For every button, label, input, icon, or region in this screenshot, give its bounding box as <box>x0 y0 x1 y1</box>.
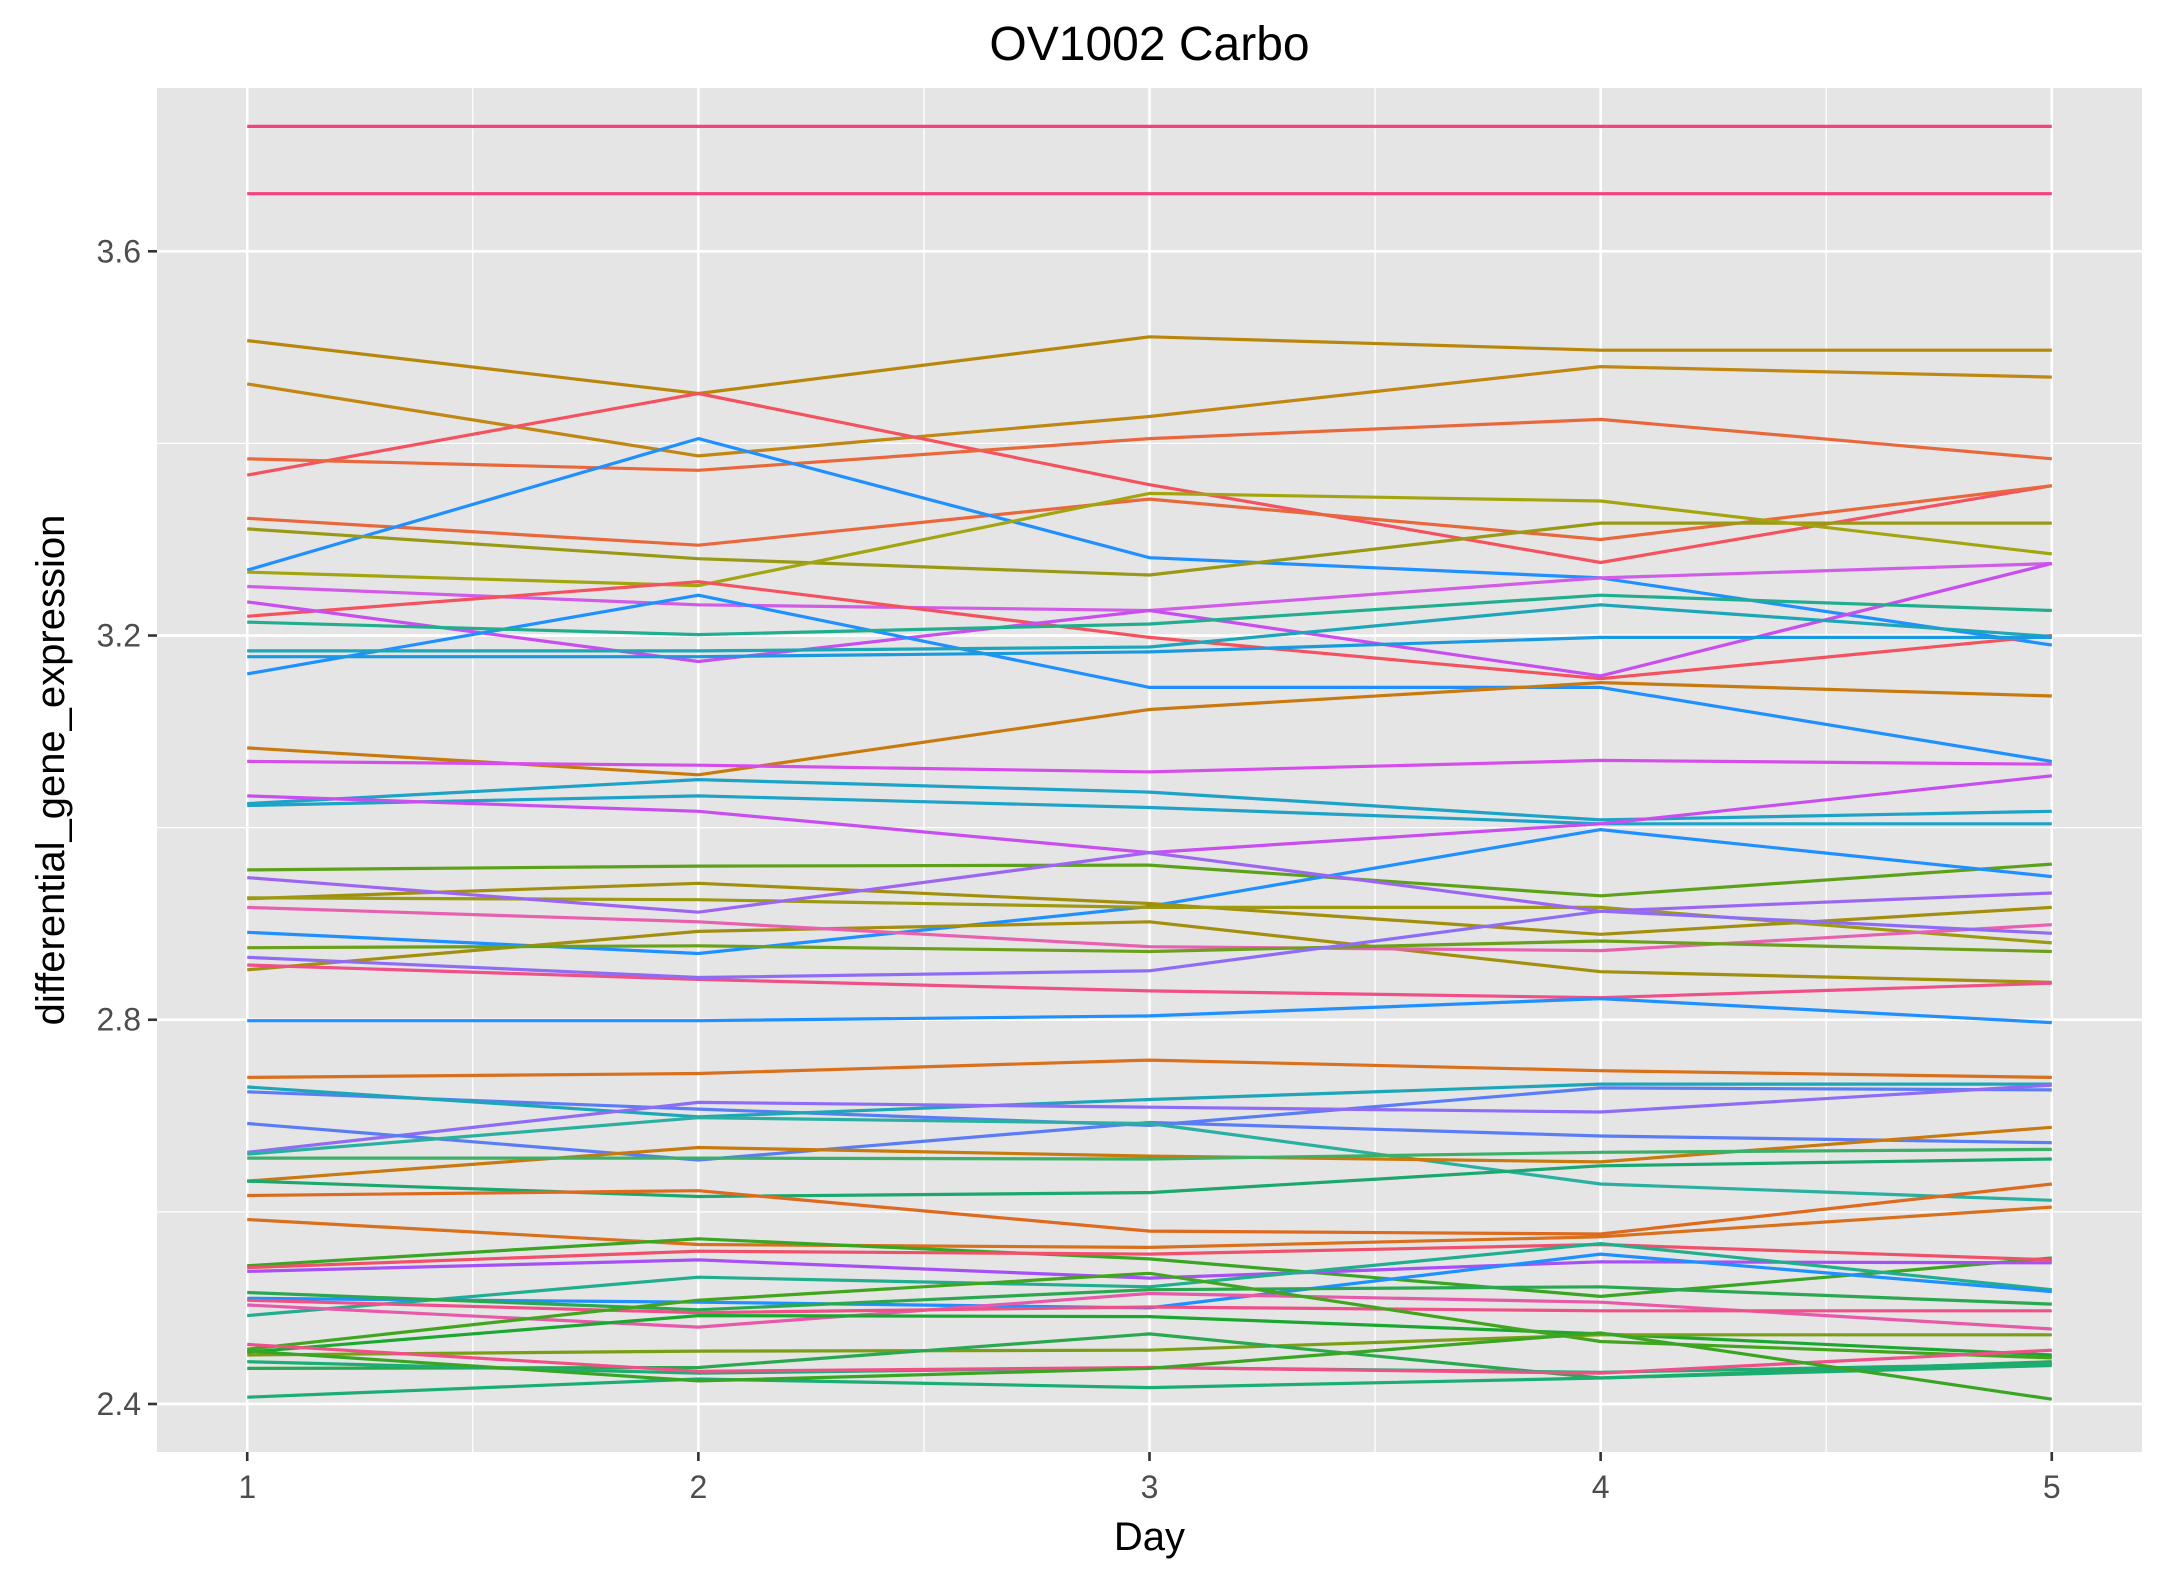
series-line-10 <box>247 491 2052 588</box>
series-line-54 <box>247 1271 2052 1360</box>
series-line-6 <box>247 417 2052 472</box>
y-tick-label: 3.6 <box>97 233 141 269</box>
series-line-25 <box>247 881 2052 936</box>
series-line-30 <box>247 939 2052 954</box>
series-line-32 <box>247 909 2052 980</box>
series-line-35 <box>247 1086 2052 1128</box>
series-line-29 <box>247 905 2052 953</box>
series-line-41 <box>247 1147 2052 1161</box>
series-line-4 <box>246 365 2052 458</box>
series-line-31 <box>247 963 2052 1000</box>
chart-title: OV1002 Carbo <box>989 18 1309 71</box>
series-line-59 <box>247 1363 2052 1399</box>
series-line-16 <box>247 603 2052 653</box>
series-line-19 <box>247 758 2052 774</box>
y-tick-label: 2.4 <box>97 1386 141 1422</box>
series-line-15 <box>247 593 2052 637</box>
series-line-44 <box>247 1205 2052 1250</box>
series-line-52 <box>247 1298 2052 1315</box>
series-lines <box>246 124 2053 1401</box>
series-line-5 <box>246 391 2053 565</box>
y-tick-label: 3.2 <box>97 618 141 654</box>
x-tick-label: 3 <box>1141 1469 1159 1505</box>
series-line-48 <box>247 1241 2052 1318</box>
series-line-20 <box>247 777 2052 822</box>
x-tick-label: 2 <box>689 1469 707 1505</box>
axis-ticks: 1 2 3 4 5 2.4 2.8 3.2 3.6 <box>97 233 2061 1505</box>
x-tick-label: 4 <box>1592 1469 1610 1505</box>
series-line-47 <box>247 1242 2052 1270</box>
series-line-28 <box>247 920 2052 984</box>
series-line-55 <box>247 1333 2052 1357</box>
series-line-50 <box>247 1285 2052 1312</box>
series-line-23 <box>247 862 2052 898</box>
y-tick-label: 2.8 <box>97 1002 141 1038</box>
x-tick-label: 1 <box>238 1469 256 1505</box>
series-line-36 <box>247 1082 2052 1119</box>
series-line-27 <box>247 850 2052 914</box>
series-line-9 <box>247 521 2052 577</box>
series-line-14 <box>246 593 2053 763</box>
series-line-33 <box>247 996 2052 1025</box>
series-line-53 <box>247 1313 2052 1357</box>
series-line-21 <box>247 794 2052 826</box>
series-line-34 <box>247 1058 2052 1079</box>
series-line-39 <box>247 1116 2052 1202</box>
series-line-37 <box>247 1083 2052 1154</box>
y-axis-title: differential_gene_expression <box>29 515 73 1026</box>
x-tick-label: 5 <box>2043 1469 2061 1505</box>
series-line-17 <box>247 635 2052 659</box>
series-line-46 <box>247 1258 2052 1280</box>
series-line-60 <box>247 1331 2053 1401</box>
series-line-18 <box>247 680 2052 777</box>
x-axis-title: Day <box>1114 1515 1185 1559</box>
series-line-3 <box>247 335 2052 396</box>
series-line-43 <box>247 1182 2052 1236</box>
major-gridlines <box>157 88 2142 1452</box>
series-line-12 <box>247 580 2052 681</box>
series-line-45 <box>247 1237 2052 1299</box>
